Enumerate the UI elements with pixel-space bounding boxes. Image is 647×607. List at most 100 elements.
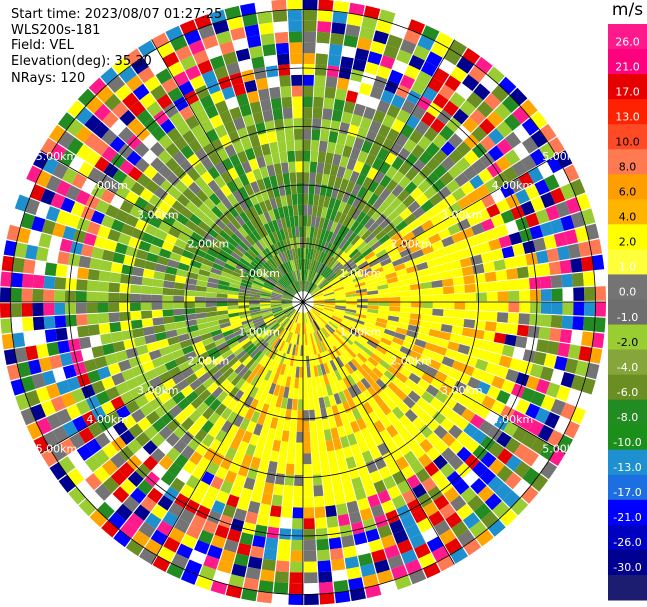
ray-gate	[205, 302, 217, 308]
ray-gate	[479, 468, 496, 485]
ray-gate	[246, 345, 258, 356]
ray-gate	[295, 161, 303, 173]
ray-gate	[272, 219, 280, 232]
ray-gate	[93, 103, 111, 121]
ray-gate	[334, 211, 343, 223]
ray-gate	[125, 400, 140, 414]
ray-gate	[339, 323, 350, 332]
ray-gate	[400, 296, 412, 302]
ray-gate	[369, 85, 384, 100]
ray-gate	[211, 386, 224, 399]
ray-gate	[399, 312, 411, 319]
ray-gate	[392, 419, 406, 433]
ray-gate	[173, 288, 185, 296]
ray-gate	[464, 283, 476, 293]
ray-gate	[207, 544, 223, 560]
ray-gate	[101, 146, 118, 163]
ray-gate	[259, 201, 268, 213]
ray-gate	[202, 34, 219, 50]
ray-gate	[229, 72, 244, 86]
ray-gate	[237, 463, 250, 477]
ray-gate	[285, 216, 291, 228]
ray-gate	[214, 416, 227, 430]
ray-gate	[55, 264, 68, 278]
ray-gate	[562, 287, 574, 301]
ray-gate	[498, 355, 513, 369]
ray-gate	[454, 352, 468, 364]
ray-gate	[312, 292, 323, 298]
ray-gate	[324, 255, 333, 266]
ray-gate	[66, 265, 79, 279]
ray-gate	[343, 258, 354, 268]
ray-gate	[550, 369, 565, 385]
ray-gate	[33, 260, 47, 275]
ray-gate	[173, 424, 188, 439]
ray-gate	[333, 288, 345, 294]
ray-gate	[157, 200, 172, 214]
ray-gate	[345, 306, 357, 311]
ray-gate	[392, 258, 404, 267]
ray-gate	[298, 215, 303, 227]
ray-gate	[117, 232, 131, 246]
ray-gate	[189, 549, 206, 565]
ray-gate	[255, 122, 267, 135]
ray-gate	[474, 273, 486, 284]
ray-gate	[396, 242, 409, 253]
ray-gate	[264, 54, 278, 67]
ray-gate	[380, 257, 392, 267]
ray-gate	[389, 142, 403, 157]
ray-gate	[304, 269, 307, 281]
ray-gate	[226, 411, 239, 424]
ray-gate	[406, 237, 419, 248]
ray-gate	[229, 106, 243, 121]
ray-gate	[286, 194, 293, 206]
ray-gate	[110, 331, 124, 343]
ray-gate	[367, 494, 381, 508]
ray-gate	[256, 272, 267, 281]
ray-gate	[114, 84, 132, 101]
ray-gate	[386, 424, 399, 438]
ray-gate	[341, 240, 351, 252]
ray-gate	[75, 302, 87, 314]
ray-gate	[412, 384, 426, 397]
ray-gate	[344, 311, 356, 316]
ray-gate	[181, 225, 194, 238]
ray-gate	[304, 312, 307, 324]
ray-gate	[546, 248, 560, 263]
ray-gate	[512, 347, 526, 360]
ray-gate	[275, 327, 284, 337]
ray-gate	[323, 429, 333, 441]
ray-gate	[110, 152, 126, 169]
ray-gate	[332, 358, 341, 370]
ray-gate	[382, 262, 394, 271]
ray-gate	[260, 307, 272, 311]
ray-gate	[412, 416, 426, 431]
ray-gate	[209, 114, 224, 129]
ray-gate	[292, 333, 297, 345]
ray-gate	[322, 309, 334, 316]
ray-gate	[397, 401, 411, 415]
ray-gate	[234, 427, 246, 441]
ray-gate	[3, 240, 18, 257]
ray-gate	[291, 322, 297, 333]
ray-gate	[461, 266, 474, 276]
ray-gate	[161, 77, 178, 94]
ray-gate	[44, 329, 58, 343]
colorbar-tick-label: 4.0	[619, 211, 637, 224]
colorbar-tick-label: -1.0	[617, 311, 638, 324]
ray-gate	[21, 288, 33, 302]
ray-gate	[65, 314, 77, 327]
ray-gate	[315, 275, 324, 286]
ray-gate	[330, 120, 341, 133]
ray-gate	[455, 125, 471, 141]
ray-gate	[289, 343, 294, 355]
ray-gate	[218, 279, 230, 287]
ray-gate	[223, 120, 237, 134]
ray-gate	[366, 167, 379, 180]
ray-gate	[276, 281, 287, 290]
ray-gate	[396, 504, 412, 520]
ray-gate	[226, 336, 238, 346]
ray-gate	[383, 267, 396, 275]
ray-gate	[317, 330, 325, 341]
ray-gate	[431, 352, 445, 364]
